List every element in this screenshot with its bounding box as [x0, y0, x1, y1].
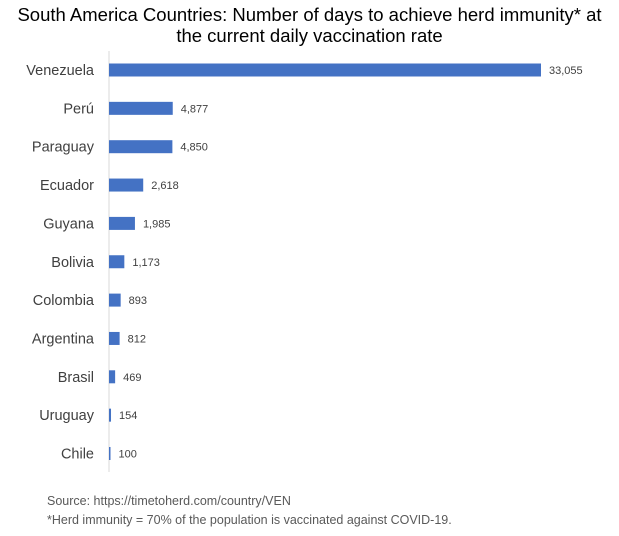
bar-chile: [109, 447, 111, 460]
value-label-venezuela: 33,055: [549, 65, 583, 77]
herd-immunity-note: *Herd immunity = 70% of the population i…: [47, 513, 452, 527]
value-label-guyana: 1,985: [143, 218, 171, 230]
bar-argentina: [109, 331, 120, 345]
source-note: Source: https://timetoherd.com/country/V…: [47, 494, 291, 508]
value-label-ecuador: 2,618: [151, 180, 179, 192]
category-label-peru: Perú: [63, 101, 94, 117]
bar-chart: Venezuela 33,055 Perú 4,877 Paraguay 4,850 Ecu…: [26, 51, 583, 472]
category-label-bolivia: Bolivia: [51, 255, 95, 271]
value-label-uruguay: 154: [119, 410, 137, 422]
value-label-paraguay: 4,850: [180, 142, 208, 154]
value-label-argentina: 812: [128, 333, 146, 345]
category-label-ecuador: Ecuador: [40, 178, 94, 194]
category-label-brasil: Brasil: [58, 370, 94, 386]
bar-ecuador: [109, 178, 144, 192]
value-label-colombia: 893: [129, 295, 147, 307]
bar-brasil: [109, 370, 116, 384]
bar-peru: [109, 101, 173, 115]
bar-colombia: [109, 293, 121, 307]
category-label-chile: Chile: [61, 447, 94, 463]
chart-title: South America Countries: Number of days …: [17, 4, 602, 46]
category-label-guyana: Guyana: [43, 216, 95, 232]
value-label-peru: 4,877: [181, 103, 209, 115]
bars-layer: Venezuela 33,055 Perú 4,877 Paraguay 4,850 Ecu…: [26, 63, 582, 463]
bar-paraguay: [109, 140, 173, 154]
value-label-chile: 100: [119, 449, 137, 461]
bar-guyana: [109, 216, 135, 230]
category-label-argentina: Argentina: [32, 331, 95, 347]
category-label-colombia: Colombia: [33, 293, 95, 309]
bar-venezuela: [109, 63, 541, 77]
value-label-brasil: 469: [123, 372, 141, 384]
bar-uruguay: [109, 408, 112, 422]
value-label-bolivia: 1,173: [132, 257, 160, 269]
footnotes: Source: https://timetoherd.com/country/V…: [47, 492, 452, 530]
category-label-uruguay: Uruguay: [39, 408, 95, 424]
category-label-paraguay: Paraguay: [32, 140, 95, 156]
category-label-venezuela: Venezuela: [26, 63, 95, 79]
bar-bolivia: [109, 255, 125, 269]
